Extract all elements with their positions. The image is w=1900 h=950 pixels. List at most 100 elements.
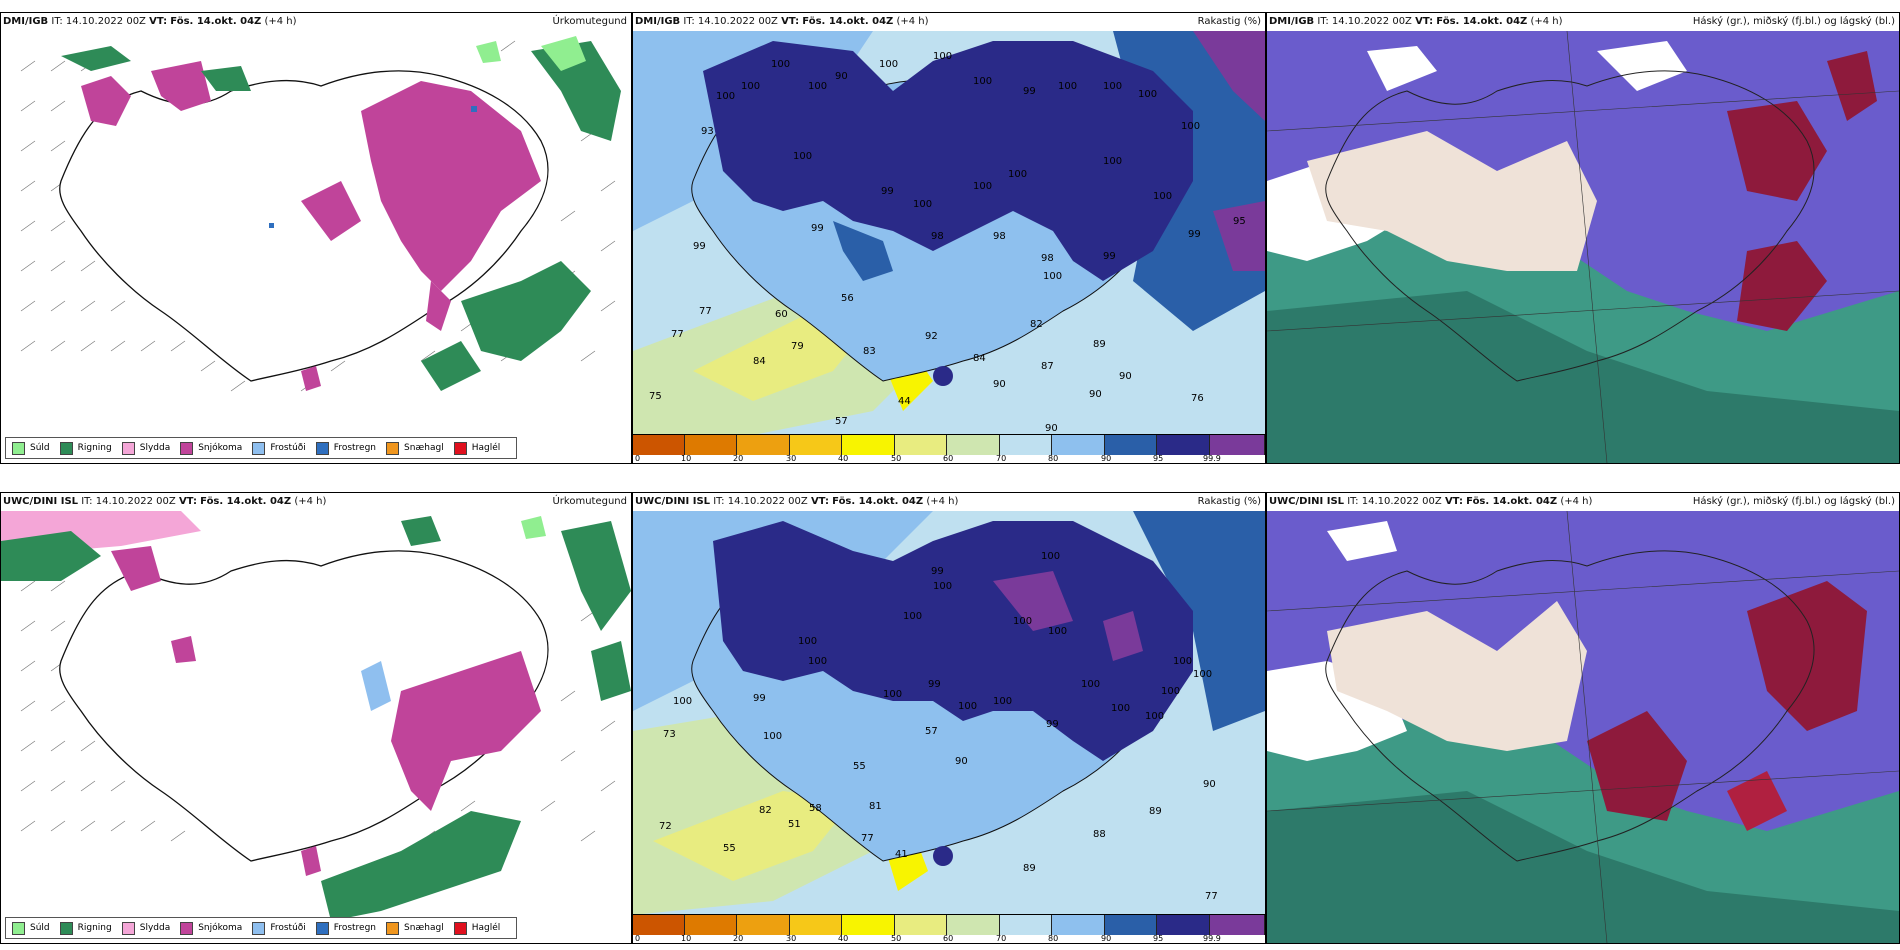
snow-areas: [111, 546, 541, 876]
panel-header: DMI/IGB IT: 14.10.2022 00Z VT: Fös. 14.o…: [633, 13, 1265, 31]
legend-label: Súld: [30, 923, 50, 933]
colorbar-tick: 90: [1101, 934, 1112, 943]
legend-swatch: [59, 441, 73, 455]
legend-swatch: [12, 441, 25, 455]
legend-label: Frostregn: [333, 443, 377, 453]
colorbar-tick: 60: [943, 454, 954, 463]
drizzle-areas: [476, 36, 586, 71]
humidity-colorbar: 0 10 20 30 40 50 60 70 80 90 95 99.9: [633, 434, 1265, 463]
humidity-value: 100: [879, 59, 899, 70]
colorbar-segment: [895, 915, 947, 935]
humidity-value: 72: [659, 821, 672, 832]
legend-item-sleet: Slydda: [121, 921, 170, 935]
vt-label: VT:: [149, 16, 168, 27]
humidity-value: 100: [741, 81, 761, 92]
humidity-value: 56: [841, 293, 854, 304]
humidity-value: 95: [1233, 216, 1246, 227]
vt-label: VT:: [781, 16, 800, 27]
colorbar-tick: 40: [838, 934, 849, 943]
offset: (+4 h): [1560, 496, 1593, 507]
legend-item-snow: Snjókoma: [180, 441, 243, 455]
offset: (+4 h): [896, 16, 929, 27]
colorbar-segment: [947, 915, 1000, 935]
humidity-value: 100: [1008, 169, 1028, 180]
humidity-value: 100: [1081, 679, 1101, 690]
legend-label: Frostregn: [333, 923, 377, 933]
humidity-value: 100: [1041, 551, 1061, 562]
humidity-value: 89: [1149, 806, 1162, 817]
humidity-value: 99: [1046, 719, 1059, 730]
snow-areas: [81, 61, 541, 391]
legend-label: Snæhagl: [404, 923, 444, 933]
panel-uwc-clouds: UWC/DINI ISL IT: 14.10.2022 00Z VT: Fös.…: [1266, 492, 1900, 944]
colorbar-segment: [790, 915, 842, 935]
legend-label: Rigning: [77, 443, 112, 453]
humidity-value: 100: [1048, 626, 1068, 637]
humidity-value: 100: [1111, 703, 1131, 714]
panel-header: UWC/DINI ISL IT: 14.10.2022 00Z VT: Fös.…: [633, 493, 1265, 511]
humidity-value: 100: [798, 636, 818, 647]
humidity-value: 100: [883, 689, 903, 700]
humidity-value: 99: [928, 679, 941, 690]
humidity-value: 73: [663, 729, 676, 740]
legend-label: Rigning: [77, 923, 112, 933]
panel-dmi-humidity: DMI/IGB IT: 14.10.2022 00Z VT: Fös. 14.o…: [632, 12, 1266, 464]
humidity-value: 55: [723, 843, 736, 854]
humidity-value: 99: [931, 566, 944, 577]
legend-swatch: [59, 921, 73, 935]
vt-value: Fös. 14.okt. 04Z: [802, 16, 894, 27]
legend-label: Snjókoma: [198, 443, 243, 453]
model-name: UWC/DINI ISL: [3, 496, 79, 507]
humidity-value: 90: [835, 71, 848, 82]
colorbar-segment: [1105, 915, 1157, 935]
panel-header: UWC/DINI ISL IT: 14.10.2022 00Z VT: Fös.…: [1267, 493, 1899, 511]
legend-swatch: [386, 441, 400, 455]
humidity-value: 100: [933, 51, 953, 62]
humidity-value: 88: [1093, 829, 1106, 840]
colorbar-tick: 50: [891, 934, 902, 943]
humidity-value: 77: [1205, 891, 1218, 902]
legend-label: Haglél: [471, 443, 501, 453]
it-value: 14.10.2022 00Z: [65, 16, 146, 27]
panel-header: DMI/IGB IT: 14.10.2022 00Z VT: Fös. 14.o…: [1, 13, 631, 31]
drizzle-areas: [521, 516, 546, 539]
legend-item-hail: Haglél: [453, 921, 501, 935]
humidity-value: 90: [955, 756, 968, 767]
panel-header: DMI/IGB IT: 14.10.2022 00Z VT: Fös. 14.o…: [1267, 13, 1899, 31]
colorbar-segment: [737, 915, 790, 935]
legend-label: Haglél: [471, 923, 501, 933]
humidity-value: 81: [869, 801, 882, 812]
vt-value: Fös. 14.okt. 04Z: [832, 496, 924, 507]
humidity-value: 89: [1093, 339, 1106, 350]
humidity-value: 82: [759, 805, 772, 816]
colorbar-segment: [685, 435, 737, 455]
humidity-map-svg: [633, 31, 1265, 435]
humidity-map: 100 100 99 100 100 100 100 99 100 100 10…: [633, 511, 1265, 915]
humidity-value: 100: [1103, 156, 1123, 167]
precip-legend: Súld Rigning Slydda Snjókoma Frostúði Fr…: [5, 917, 518, 939]
legend-label: Súld: [30, 443, 50, 453]
colorbar-tick: 90: [1101, 454, 1112, 463]
colorbar-segment: [737, 435, 790, 455]
humidity-value: 99: [811, 223, 824, 234]
humidity-value: 100: [903, 611, 923, 622]
humidity-value: 87: [1041, 361, 1054, 372]
colorbar-segment: [842, 915, 895, 935]
humidity-value: 100: [808, 656, 828, 667]
precip-legend: Súld Rigning Slydda Snjókoma Frostúði Fr…: [5, 437, 518, 459]
product-title: Rakastig (%): [1197, 16, 1261, 27]
humidity-value: 83: [863, 346, 876, 357]
legend-label: Frostúði: [270, 923, 306, 933]
colorbar-tick: 40: [838, 454, 849, 463]
vt-value: Fös. 14.okt. 04Z: [170, 16, 262, 27]
humidity-value: 90: [993, 379, 1006, 390]
legend-item-freezing-drizzle: Frostúði: [252, 441, 306, 455]
colorbar-segment: [790, 435, 842, 455]
legend-swatch: [121, 921, 135, 935]
humidity-value: 98: [993, 231, 1006, 242]
humidity-value: 99: [693, 241, 706, 252]
colorbar-segment: [842, 435, 895, 455]
humidity-value: 98: [1041, 253, 1054, 264]
panel-uwc-precip-type: UWC/DINI ISL IT: 14.10.2022 00Z VT: Fös.…: [0, 492, 632, 944]
colorbar-tick: 0: [635, 934, 641, 943]
